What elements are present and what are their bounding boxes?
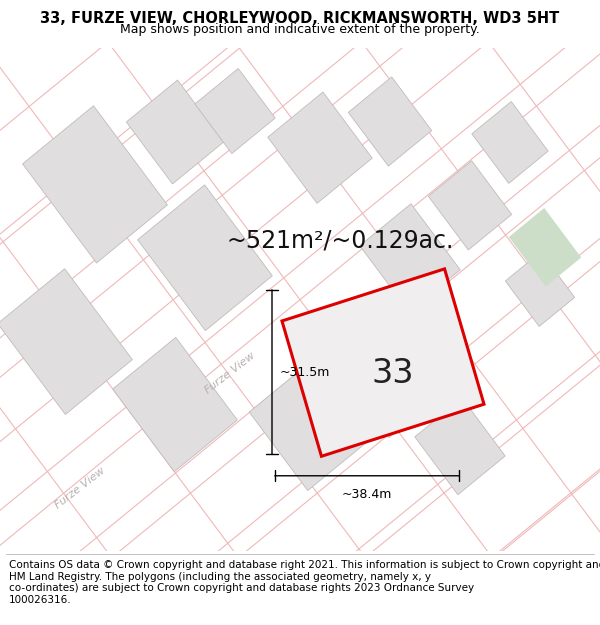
- Polygon shape: [340, 329, 440, 437]
- Text: ~521m²/~0.129ac.: ~521m²/~0.129ac.: [226, 229, 454, 253]
- Polygon shape: [472, 101, 548, 183]
- Polygon shape: [505, 252, 575, 326]
- Text: Furze View: Furze View: [53, 466, 107, 511]
- Polygon shape: [195, 69, 275, 154]
- Text: 33, FURZE VIEW, CHORLEYWOOD, RICKMANSWORTH, WD3 5HT: 33, FURZE VIEW, CHORLEYWOOD, RICKMANSWOR…: [40, 11, 560, 26]
- Text: ~38.4m: ~38.4m: [342, 488, 392, 501]
- Text: Contains OS data © Crown copyright and database right 2021. This information is : Contains OS data © Crown copyright and d…: [9, 560, 600, 605]
- Polygon shape: [0, 269, 133, 414]
- Polygon shape: [127, 80, 224, 184]
- Text: ~31.5m: ~31.5m: [280, 366, 331, 379]
- Polygon shape: [23, 106, 167, 263]
- Polygon shape: [509, 208, 581, 287]
- Polygon shape: [360, 204, 460, 312]
- Polygon shape: [428, 161, 512, 250]
- Polygon shape: [415, 398, 505, 495]
- Polygon shape: [349, 77, 431, 166]
- Polygon shape: [282, 269, 484, 456]
- Text: Map shows position and indicative extent of the property.: Map shows position and indicative extent…: [120, 23, 480, 36]
- Polygon shape: [113, 338, 238, 472]
- Text: 33: 33: [372, 356, 414, 389]
- Polygon shape: [137, 185, 272, 331]
- Polygon shape: [249, 361, 371, 491]
- Text: Furze View: Furze View: [203, 351, 257, 396]
- Polygon shape: [268, 92, 372, 203]
